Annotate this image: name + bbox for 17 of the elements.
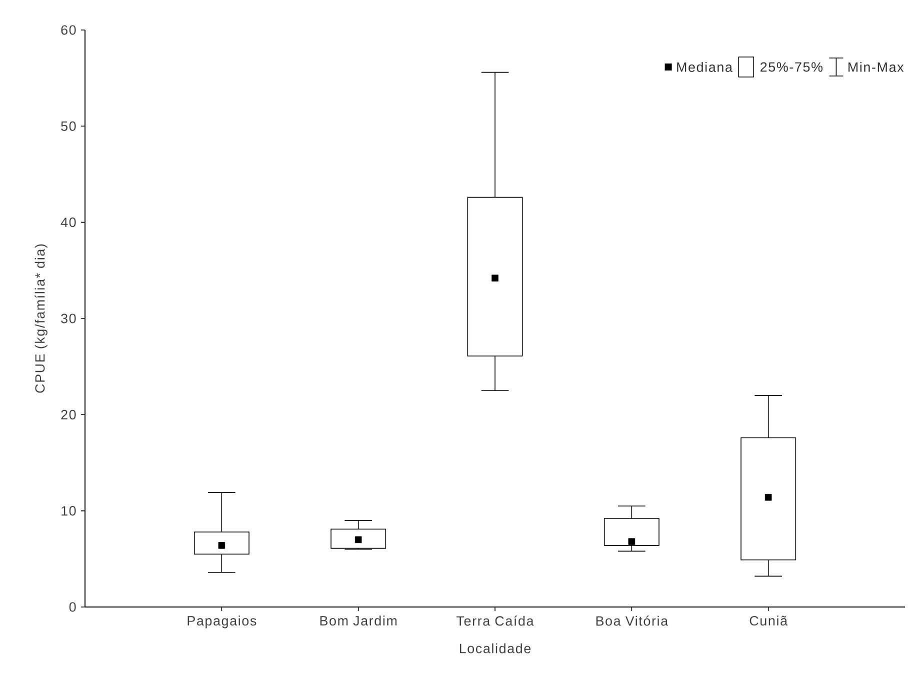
x-axis-title: Localidade [460, 643, 531, 654]
x-tick-label: Cuniã [750, 616, 788, 626]
y-tick-label: 0 [69, 602, 76, 612]
y-tick-label: 20 [61, 410, 76, 420]
x-tick-label: Boa Vitória [596, 616, 668, 626]
x-tick-label: Bom Jardim [320, 616, 397, 626]
y-tick-label: 10 [62, 506, 76, 516]
x-tick-label: Terra Caída [456, 616, 534, 626]
y-tick-label: 60 [61, 25, 76, 35]
x-tick-label: Papagaios [188, 616, 256, 628]
y-tick-label: 30 [61, 314, 76, 324]
annotation: Min-Max [848, 62, 904, 72]
y-axis-title: CPUE (kg/família* dia) [34, 244, 48, 393]
y-tick-label: 40 [60, 218, 76, 228]
y-tick-label: 50 [61, 121, 76, 131]
annotation: 25%-75% [760, 62, 823, 72]
annotation: Mediana [677, 62, 732, 72]
